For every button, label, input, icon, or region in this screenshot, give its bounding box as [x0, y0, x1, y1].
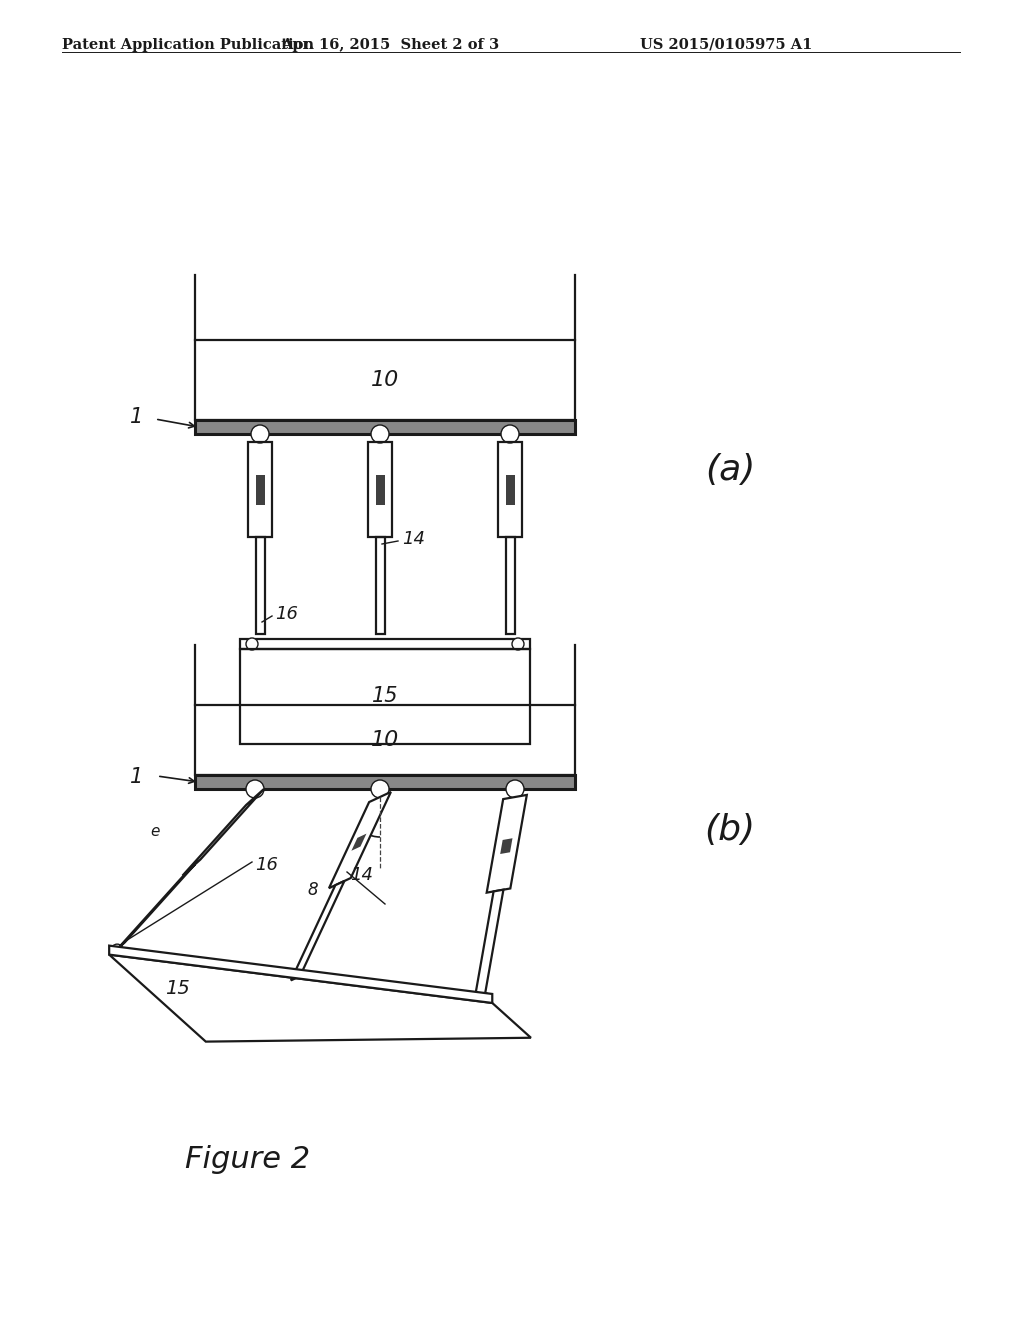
- Text: 10: 10: [371, 730, 399, 750]
- Bar: [195, 341, 575, 420]
- Polygon shape: [486, 795, 526, 892]
- Bar: [195, 775, 575, 789]
- Text: 16: 16: [275, 605, 298, 623]
- Text: e: e: [151, 825, 160, 840]
- Text: 16: 16: [255, 855, 278, 874]
- Circle shape: [501, 425, 519, 444]
- Text: 1: 1: [130, 767, 143, 787]
- Bar: [256, 475, 264, 506]
- Bar: [248, 442, 272, 537]
- Bar: [195, 420, 575, 434]
- Text: (b): (b): [705, 813, 756, 847]
- Text: US 2015/0105975 A1: US 2015/0105975 A1: [640, 38, 812, 51]
- Circle shape: [246, 638, 258, 649]
- Bar: [256, 537, 264, 634]
- Text: 15: 15: [165, 978, 189, 998]
- Bar: [376, 475, 384, 506]
- Polygon shape: [351, 834, 367, 851]
- Polygon shape: [291, 880, 344, 981]
- Bar: [240, 639, 530, 649]
- Text: 10: 10: [371, 370, 399, 389]
- Polygon shape: [213, 825, 230, 842]
- Circle shape: [246, 780, 264, 799]
- Circle shape: [112, 944, 123, 956]
- Polygon shape: [329, 792, 391, 888]
- Text: (a): (a): [705, 453, 755, 487]
- Polygon shape: [110, 945, 493, 1003]
- Circle shape: [371, 780, 389, 799]
- Bar: [376, 537, 384, 634]
- Bar: [506, 537, 514, 634]
- Text: 14: 14: [402, 531, 425, 548]
- Bar: [240, 649, 530, 744]
- Polygon shape: [110, 954, 530, 1041]
- Circle shape: [512, 638, 524, 649]
- Polygon shape: [182, 789, 264, 875]
- Bar: [368, 442, 392, 537]
- Bar: [498, 442, 522, 537]
- Text: 15: 15: [372, 686, 398, 706]
- Text: 1: 1: [130, 407, 143, 426]
- Polygon shape: [500, 838, 512, 854]
- Circle shape: [251, 425, 269, 444]
- Text: Apr. 16, 2015  Sheet 2 of 3: Apr. 16, 2015 Sheet 2 of 3: [281, 38, 499, 51]
- Circle shape: [478, 993, 490, 1005]
- Circle shape: [506, 780, 524, 799]
- Text: 8: 8: [307, 880, 318, 899]
- Circle shape: [371, 425, 389, 444]
- Text: Patent Application Publication: Patent Application Publication: [62, 38, 314, 51]
- Bar: [195, 705, 575, 775]
- Bar: [506, 475, 514, 506]
- Text: Figure 2: Figure 2: [185, 1146, 310, 1175]
- Polygon shape: [118, 865, 196, 949]
- Polygon shape: [475, 890, 504, 995]
- Text: 14: 14: [350, 866, 373, 884]
